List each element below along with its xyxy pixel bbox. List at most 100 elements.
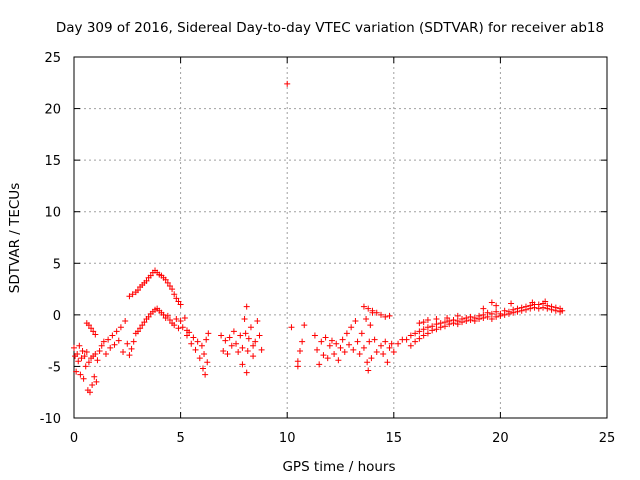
data-point xyxy=(335,357,342,364)
data-point xyxy=(76,342,83,349)
data-point xyxy=(450,320,457,327)
data-point xyxy=(403,336,410,343)
data-point xyxy=(424,324,431,331)
data-point xyxy=(378,311,385,318)
data-point xyxy=(454,312,461,319)
chart-title: Day 309 of 2016, Sidereal Day-to-day VTE… xyxy=(56,20,604,36)
data-point xyxy=(311,332,318,339)
data-point xyxy=(420,326,427,333)
y-tick-label: -10 xyxy=(40,412,61,427)
x-tick-label: 25 xyxy=(599,431,616,446)
data-point xyxy=(113,328,120,335)
data-point xyxy=(96,347,103,354)
data-point xyxy=(493,313,500,320)
data-point xyxy=(463,318,470,325)
data-point xyxy=(173,295,180,302)
data-point xyxy=(328,337,335,344)
data-point xyxy=(126,293,133,300)
data-point xyxy=(130,338,137,345)
data-point xyxy=(105,336,112,343)
data-point xyxy=(85,322,92,329)
data-point xyxy=(388,340,395,347)
data-point xyxy=(166,282,173,289)
data-point xyxy=(518,307,525,314)
data-point xyxy=(160,311,167,318)
data-point xyxy=(531,304,538,311)
data-point xyxy=(559,307,566,314)
data-point xyxy=(188,340,195,347)
data-point xyxy=(250,353,257,360)
data-point xyxy=(339,336,346,343)
data-point xyxy=(488,315,495,322)
data-point xyxy=(316,361,323,368)
data-point xyxy=(77,371,84,378)
data-point xyxy=(92,351,99,358)
y-tick-label: 5 xyxy=(53,257,61,272)
data-point xyxy=(198,342,205,349)
data-point xyxy=(363,315,370,322)
data-point xyxy=(100,338,107,345)
data-point xyxy=(137,325,144,332)
data-point xyxy=(407,342,414,349)
data-point xyxy=(177,301,184,308)
data-point xyxy=(437,324,444,331)
data-point xyxy=(433,315,440,322)
data-point xyxy=(73,368,80,375)
data-point xyxy=(239,361,246,368)
data-point xyxy=(341,348,348,355)
data-point xyxy=(166,317,173,324)
data-point xyxy=(252,338,259,345)
data-point xyxy=(169,286,176,293)
data-point xyxy=(258,346,265,353)
data-point xyxy=(420,319,427,326)
data-point xyxy=(86,389,93,396)
data-point xyxy=(407,332,414,339)
data-point xyxy=(181,314,188,321)
data-point xyxy=(331,351,338,358)
data-point xyxy=(380,351,387,358)
data-point xyxy=(171,291,178,298)
data-point xyxy=(350,346,357,353)
data-point xyxy=(145,313,152,320)
data-point xyxy=(90,328,97,335)
data-point xyxy=(488,310,495,317)
data-point xyxy=(476,315,483,322)
data-point xyxy=(129,291,136,298)
data-point xyxy=(542,298,549,305)
data-point xyxy=(368,355,375,362)
data-point xyxy=(190,334,197,341)
data-point xyxy=(454,321,461,328)
data-point xyxy=(527,305,534,312)
data-point xyxy=(294,363,301,370)
y-tick-label: 10 xyxy=(44,206,61,221)
data-point xyxy=(89,381,96,388)
data-point xyxy=(235,348,242,355)
data-point xyxy=(224,351,231,358)
data-point xyxy=(102,351,109,358)
data-point xyxy=(367,322,374,329)
data-point xyxy=(134,287,141,294)
y-tick-label: -5 xyxy=(48,360,61,375)
data-point xyxy=(120,348,127,355)
data-point xyxy=(134,328,141,335)
data-point xyxy=(230,328,237,335)
x-tick-label: 20 xyxy=(492,431,509,446)
data-point xyxy=(173,315,180,322)
data-point xyxy=(386,312,393,319)
data-point xyxy=(320,352,327,359)
data-point xyxy=(205,330,212,337)
data-point xyxy=(522,306,529,313)
data-point xyxy=(386,344,393,351)
data-point xyxy=(318,338,325,345)
x-axis-title: GPS time / hours xyxy=(282,459,395,475)
data-point xyxy=(548,306,555,313)
data-point xyxy=(245,335,252,342)
data-point xyxy=(122,318,129,325)
data-point xyxy=(254,318,261,325)
data-point xyxy=(80,375,87,382)
data-point xyxy=(348,324,355,331)
data-point xyxy=(243,303,250,310)
data-point xyxy=(529,299,536,306)
data-point xyxy=(239,344,246,351)
